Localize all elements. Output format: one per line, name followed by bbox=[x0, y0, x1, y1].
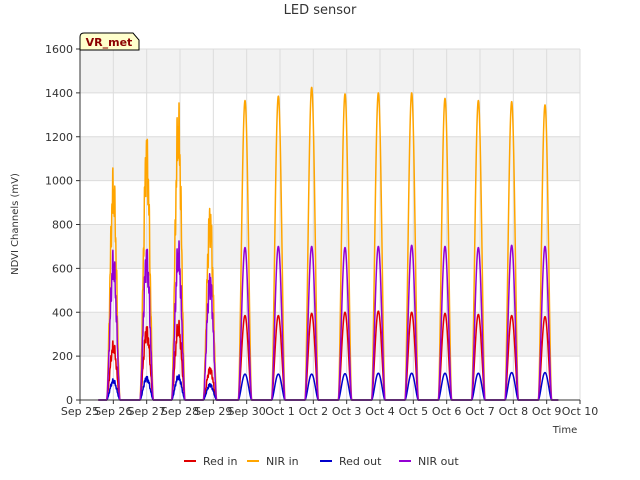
x-axis-label: Time bbox=[552, 425, 577, 436]
y-tick-label: 1000 bbox=[45, 175, 73, 188]
y-tick-label: 1600 bbox=[45, 43, 73, 56]
x-tick-label: Oct 3 bbox=[332, 405, 362, 418]
vr-met-badge: VR_met bbox=[79, 32, 140, 51]
y-tick-label: 0 bbox=[66, 394, 73, 407]
x-tick-label: Oct 1 bbox=[265, 405, 295, 418]
legend-item-red-out: Red out bbox=[320, 455, 382, 468]
chart-title: LED sensor bbox=[284, 3, 357, 18]
badge-label: VR_met bbox=[86, 36, 133, 49]
y-tick-label: 200 bbox=[52, 350, 73, 363]
x-tick-label: Oct 4 bbox=[365, 405, 395, 418]
band bbox=[80, 312, 580, 357]
y-tick-label: 800 bbox=[52, 219, 73, 232]
y-tick-label: 1200 bbox=[45, 131, 73, 144]
y-tick-label: 400 bbox=[52, 306, 73, 319]
x-tick-label: Sep 25 bbox=[61, 405, 99, 418]
x-tick-label: Oct 8 bbox=[499, 405, 529, 418]
x-tick-label: Sep 28 bbox=[161, 405, 199, 418]
legend-item-nir-out: NIR out bbox=[399, 455, 459, 468]
x-tick-label: Sep 30 bbox=[228, 405, 266, 418]
legend-item-nir-in: NIR in bbox=[247, 455, 299, 468]
y-axis-label: NDVI Channels (mV) bbox=[10, 173, 21, 275]
x-tick-label: Oct 2 bbox=[299, 405, 329, 418]
y-tick-label: 1400 bbox=[45, 87, 73, 100]
x-tick-label: Sep 26 bbox=[94, 405, 132, 418]
legend-item-red-in: Red in bbox=[184, 455, 237, 468]
band bbox=[80, 49, 580, 93]
band bbox=[80, 136, 580, 181]
x-tick-label: Oct 10 bbox=[562, 405, 599, 418]
legend-label: Red out bbox=[339, 455, 382, 468]
legend-label: NIR in bbox=[266, 455, 299, 468]
x-tick-label: Sep 29 bbox=[194, 405, 232, 418]
x-tick-label: Sep 27 bbox=[128, 405, 166, 418]
x-tick-label: Oct 7 bbox=[465, 405, 495, 418]
x-tick-label: Oct 9 bbox=[532, 405, 562, 418]
y-tick-label: 600 bbox=[52, 262, 73, 275]
legend: Red in NIR in Red out NIR out bbox=[184, 455, 459, 468]
x-tick-label: Oct 5 bbox=[399, 405, 429, 418]
legend-label: NIR out bbox=[418, 455, 459, 468]
band bbox=[80, 224, 580, 269]
legend-label: Red in bbox=[203, 455, 237, 468]
x-tick-label: Oct 6 bbox=[432, 405, 462, 418]
